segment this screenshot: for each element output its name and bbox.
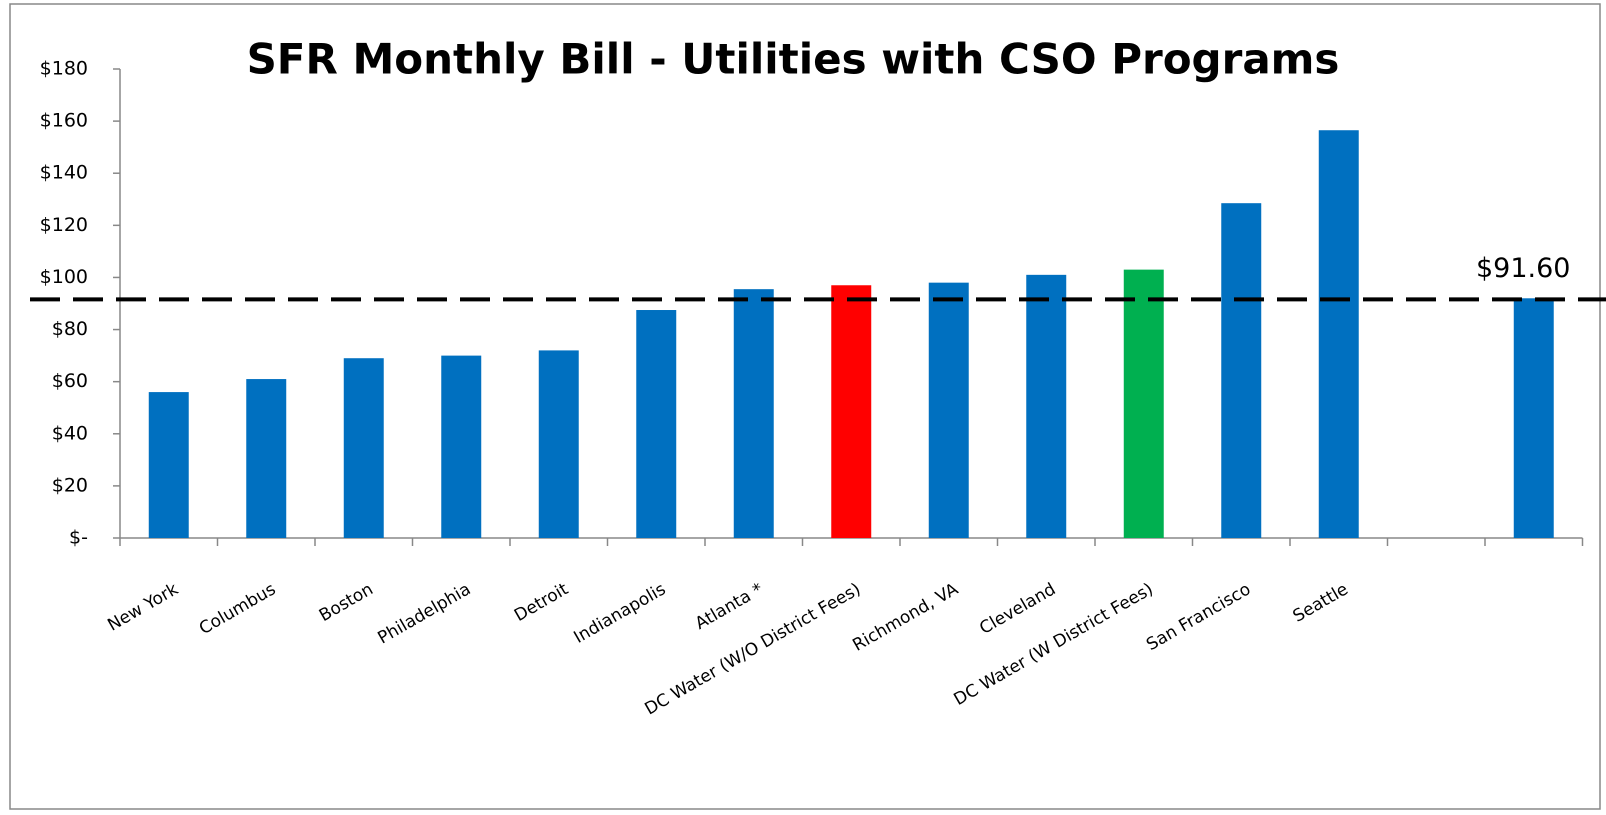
bar — [343, 358, 384, 538]
x-tick-label: New York — [104, 579, 182, 635]
x-tick-label: Philadelphia — [375, 579, 475, 648]
x-tick-label: Atlanta * — [692, 579, 767, 634]
y-tick-label: $- — [69, 527, 88, 549]
x-tick-label: Cleveland — [976, 579, 1059, 638]
x-tick-label: Seattle — [1290, 579, 1352, 626]
x-tick-label: Boston — [316, 579, 377, 626]
x-tick-label: Indianapolis — [571, 579, 670, 648]
bar — [246, 379, 287, 538]
reference-label: $91.60 — [1476, 253, 1570, 284]
bar — [636, 310, 677, 538]
bar — [148, 392, 189, 538]
chart-frame — [9, 3, 1601, 810]
x-tick-label: Columbus — [196, 579, 280, 639]
y-tick-label: $80 — [52, 318, 88, 340]
y-tick-label: $100 — [40, 266, 88, 288]
y-tick-label: $160 — [40, 110, 88, 132]
y-tick-label: $60 — [52, 370, 88, 392]
bar — [928, 282, 969, 538]
x-tick-label: San Francisco — [1143, 579, 1254, 655]
bar — [1318, 130, 1359, 538]
bar — [733, 289, 774, 538]
y-tick-label: $20 — [52, 474, 88, 496]
x-tick-label: Detroit — [511, 579, 572, 626]
chart-title: SFR Monthly Bill - Utilities with CSO Pr… — [247, 35, 1340, 84]
bar — [1221, 203, 1262, 539]
bar — [441, 355, 482, 538]
y-tick-label: $140 — [40, 162, 88, 184]
x-tick-label: Richmond, VA — [849, 579, 962, 656]
bar — [538, 350, 579, 538]
bar — [1513, 298, 1554, 538]
y-tick-label: $180 — [40, 58, 88, 80]
bar — [1026, 274, 1067, 538]
y-tick-label: $40 — [52, 422, 88, 444]
y-tick-label: $120 — [40, 214, 88, 236]
bar — [1123, 269, 1164, 538]
bar — [831, 285, 872, 538]
